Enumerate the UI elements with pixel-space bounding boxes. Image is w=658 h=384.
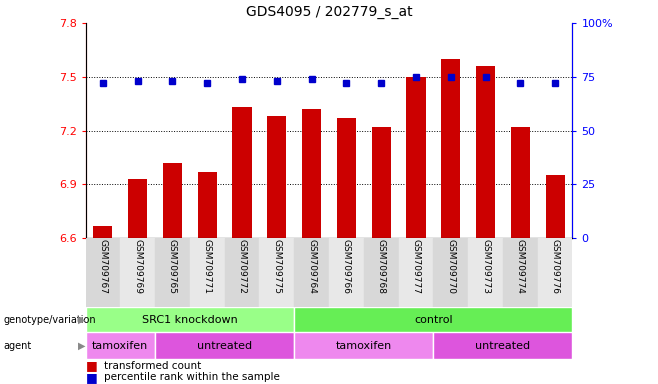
Bar	[197, 172, 217, 238]
Bar	[545, 175, 565, 238]
Bar	[190, 238, 224, 307]
Bar	[128, 179, 147, 238]
Bar	[538, 238, 572, 307]
Bar	[294, 307, 572, 332]
Bar	[259, 238, 294, 307]
Bar	[232, 107, 251, 238]
Bar	[155, 238, 190, 307]
Text: genotype/variation: genotype/variation	[3, 314, 96, 325]
Bar	[476, 66, 495, 238]
Bar	[86, 238, 120, 307]
Bar	[399, 238, 434, 307]
Text: tamoxifen: tamoxifen	[92, 341, 149, 351]
Bar	[86, 332, 155, 359]
Title: GDS4095 / 202779_s_at: GDS4095 / 202779_s_at	[245, 5, 413, 19]
Bar	[155, 332, 294, 359]
Text: ■: ■	[86, 359, 101, 372]
Text: agent: agent	[3, 341, 32, 351]
Bar	[86, 307, 294, 332]
Text: SRC1 knockdown: SRC1 knockdown	[142, 314, 238, 325]
Text: GSM709776: GSM709776	[551, 240, 559, 295]
Bar	[93, 225, 113, 238]
Text: GSM709775: GSM709775	[272, 240, 282, 295]
Text: GSM709772: GSM709772	[238, 240, 247, 295]
Bar	[372, 127, 391, 238]
Bar	[302, 109, 321, 238]
Bar	[434, 238, 468, 307]
Text: GSM709770: GSM709770	[446, 240, 455, 295]
Text: tamoxifen: tamoxifen	[336, 341, 392, 351]
Text: GSM709766: GSM709766	[342, 240, 351, 295]
Bar	[294, 332, 434, 359]
Bar	[163, 163, 182, 238]
Bar	[468, 238, 503, 307]
Bar	[364, 238, 399, 307]
Text: GSM709774: GSM709774	[516, 240, 525, 295]
Text: untreated: untreated	[197, 341, 252, 351]
Bar	[329, 238, 364, 307]
Text: untreated: untreated	[475, 341, 530, 351]
Text: GSM709764: GSM709764	[307, 240, 316, 295]
Text: control: control	[414, 314, 453, 325]
Text: GSM709767: GSM709767	[99, 240, 107, 295]
Bar	[267, 116, 286, 238]
Text: GSM709771: GSM709771	[203, 240, 212, 295]
Bar	[434, 332, 572, 359]
Text: GSM709777: GSM709777	[411, 240, 420, 295]
Text: percentile rank within the sample: percentile rank within the sample	[104, 372, 280, 382]
Bar	[503, 238, 538, 307]
Text: GSM709773: GSM709773	[481, 240, 490, 295]
Bar	[120, 238, 155, 307]
Bar	[337, 118, 356, 238]
Bar	[511, 127, 530, 238]
Bar	[224, 238, 259, 307]
Bar	[441, 59, 461, 238]
Text: GSM709765: GSM709765	[168, 240, 177, 295]
Text: ▶: ▶	[78, 314, 85, 325]
Text: ■: ■	[86, 371, 101, 384]
Text: GSM709768: GSM709768	[376, 240, 386, 295]
Bar	[294, 238, 329, 307]
Text: GSM709769: GSM709769	[133, 240, 142, 295]
Text: transformed count: transformed count	[104, 361, 201, 371]
Bar	[407, 77, 426, 238]
Text: ▶: ▶	[78, 341, 85, 351]
